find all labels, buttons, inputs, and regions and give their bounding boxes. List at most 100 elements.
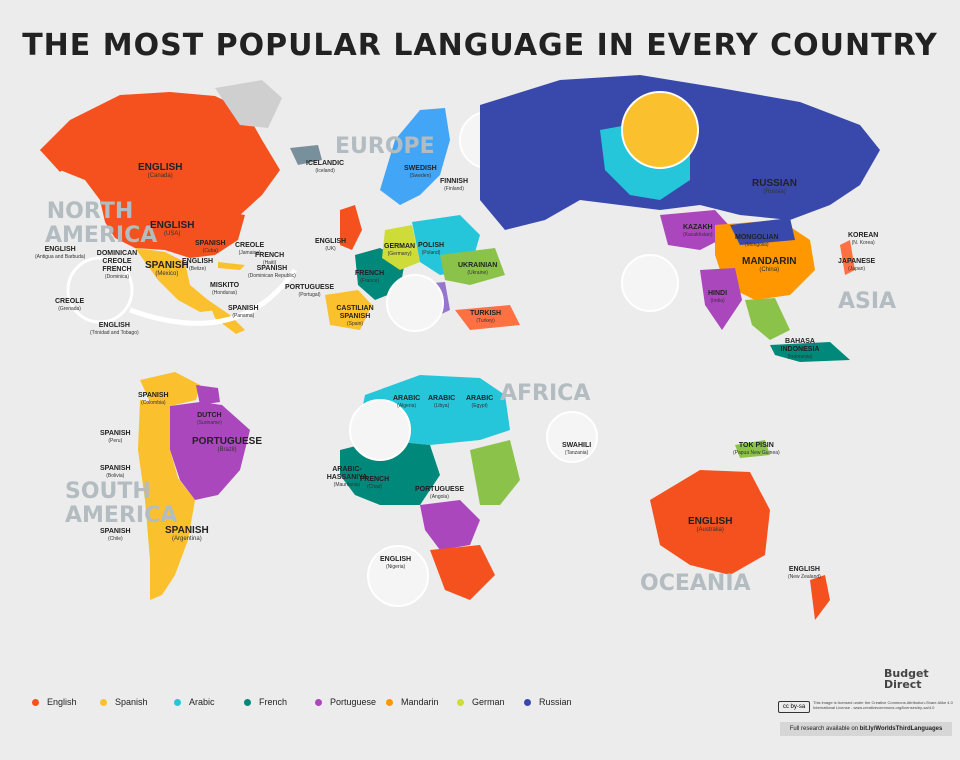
legend-item-mandarin: Mandarin bbox=[386, 697, 439, 707]
japan-shape bbox=[840, 240, 855, 275]
legend-swatch bbox=[244, 699, 251, 707]
colombia-venezuela-shape bbox=[140, 372, 200, 406]
country-label: ARABIC (Libya) bbox=[428, 395, 456, 409]
license-text: This image is licensed under the Creativ… bbox=[813, 700, 953, 710]
country-label: SPANISH (Peru) bbox=[100, 430, 131, 444]
greenland-shape bbox=[215, 80, 282, 128]
new-zealand-shape bbox=[810, 575, 830, 620]
alaska-shape bbox=[40, 135, 75, 172]
country-label: ARABIC (Algeria) bbox=[393, 395, 421, 409]
country-label: FRENCH (Chad) bbox=[360, 476, 390, 490]
legend-item-english: English bbox=[32, 697, 77, 707]
png-shape bbox=[735, 440, 770, 458]
benelux-inset bbox=[386, 274, 444, 332]
legend-swatch bbox=[524, 699, 531, 707]
legend-item-german: German bbox=[457, 697, 505, 707]
legend-item-arabic: Arabic bbox=[174, 697, 215, 707]
country-label: MANDARIN (China) bbox=[742, 256, 797, 273]
country-label: ENGLISH (Canada) bbox=[138, 162, 183, 179]
legend-swatch bbox=[100, 699, 107, 707]
caribbean-inset-ring bbox=[66, 256, 134, 324]
region-label-europe: EUROPE bbox=[335, 134, 435, 159]
country-label: FRENCH (France) bbox=[355, 270, 385, 284]
country-label: FINNISH (Finland) bbox=[440, 178, 468, 192]
caribbean-connector bbox=[129, 268, 298, 326]
region-label-north-america: NORTH AMERICA bbox=[45, 199, 158, 248]
country-label: CREOLE (Grenada) bbox=[55, 298, 85, 312]
brazil-shape bbox=[170, 402, 250, 500]
turkey-shape bbox=[455, 305, 520, 330]
ukraine-shape bbox=[440, 248, 505, 285]
country-label: TURKISH (Turkey) bbox=[470, 310, 502, 324]
country-label: SWAHILI (Tanzania) bbox=[562, 442, 592, 456]
research-link-bar[interactable]: Full research available on bit.ly/Worlds… bbox=[780, 722, 952, 736]
country-label: MONGOLIAN (Mongolia) bbox=[735, 234, 779, 248]
budget-direct-logo: Budget Direct bbox=[884, 667, 929, 691]
nigeria-inset bbox=[367, 545, 429, 607]
country-label: SPANISH (Cuba) bbox=[195, 240, 226, 254]
indonesia-shape bbox=[770, 342, 850, 362]
uk-shape bbox=[340, 205, 362, 250]
australia-shape bbox=[650, 470, 770, 575]
region-label-africa: AFRICA bbox=[500, 381, 591, 406]
guianas-shape bbox=[196, 385, 220, 405]
region-label-oceania: OCEANIA bbox=[640, 571, 751, 596]
country-label: HINDI (India) bbox=[708, 290, 728, 304]
southeast-asia-shape bbox=[745, 298, 790, 340]
country-label: ENGLISH (Antigua and Barbuda) bbox=[35, 246, 86, 260]
country-label: RUSSIAN (Russia) bbox=[752, 178, 798, 195]
country-label: SPANISH (Argentina) bbox=[165, 525, 209, 542]
legend-item-spanish: Spanish bbox=[100, 697, 148, 707]
country-label: SPANISH (Chile) bbox=[100, 528, 131, 542]
country-label: DOMINICAN CREOLE FRENCH (Dominica) bbox=[96, 250, 138, 280]
central-africa-shape bbox=[420, 500, 480, 550]
country-label: KAZAKH (Kazakhstan) bbox=[683, 224, 713, 238]
region-label-asia: ASIA bbox=[838, 289, 897, 314]
country-label: CREOLE (Jamaica) bbox=[235, 242, 265, 256]
legend-swatch bbox=[315, 699, 322, 707]
country-label: CASTILIAN SPANISH (Spain) bbox=[336, 305, 374, 327]
country-label: ARABIC (Egypt) bbox=[466, 395, 494, 409]
iberia-shape bbox=[325, 290, 372, 330]
country-label: PORTUGUESE (Portugal) bbox=[285, 284, 335, 298]
west-south-america-shape bbox=[138, 400, 195, 600]
legend-swatch bbox=[174, 699, 181, 707]
country-label: SPANISH (Bolivia) bbox=[100, 465, 131, 479]
country-label: PORTUGUESE (Angola) bbox=[415, 486, 465, 500]
legend-item-french: French bbox=[244, 697, 287, 707]
country-label: MISKITO (Honduras) bbox=[210, 282, 240, 296]
legend-item-portuguese: Portuguese bbox=[315, 697, 376, 707]
mongolia-shape bbox=[730, 218, 795, 245]
country-label: ICELANDIC (Iceland) bbox=[306, 160, 345, 174]
country-label: SWEDISH (Sweden) bbox=[404, 165, 437, 179]
country-label: UKRAINIAN (Ukraine) bbox=[458, 262, 498, 276]
country-label: BAHASA INDONESIA (Indonesia) bbox=[780, 338, 820, 360]
country-label: POLISH (Poland) bbox=[418, 242, 445, 256]
scandinavia-shape bbox=[380, 108, 450, 205]
country-label: ENGLISH (New Zealand) bbox=[788, 566, 821, 580]
legend-item-russian: Russian bbox=[524, 697, 572, 707]
country-label: DUTCH (Suriname) bbox=[197, 412, 222, 426]
middle-east-inset bbox=[621, 91, 699, 169]
research-link[interactable]: bit.ly/WorldsThirdLanguages bbox=[859, 726, 943, 732]
country-label: GERMAN (Germany) bbox=[384, 243, 416, 257]
country-label: ENGLISH (Nigeria) bbox=[380, 556, 412, 570]
creative-commons-badge: cc by-sa bbox=[778, 701, 810, 713]
country-label: ENGLISH (UK) bbox=[315, 238, 347, 252]
east-africa-inset bbox=[546, 411, 598, 463]
central-europe-shape bbox=[382, 225, 420, 270]
legend-swatch bbox=[457, 699, 464, 707]
country-label: PORTUGUESE (Brazil) bbox=[192, 436, 263, 453]
usa-shape bbox=[100, 200, 245, 258]
country-label: ARABIC-HASSANIYA (Mauritania) bbox=[326, 466, 368, 488]
country-label: FRENCH (Haiti) bbox=[255, 252, 285, 266]
legend-swatch bbox=[386, 699, 393, 707]
research-prefix: Full research available on bbox=[789, 726, 860, 732]
caucasus-inset bbox=[621, 254, 679, 312]
country-label: SPANISH (Mexico) bbox=[145, 260, 189, 277]
iceland-shape bbox=[290, 145, 322, 165]
legend-swatch bbox=[32, 699, 39, 707]
country-label: SPANISH (Colombia) bbox=[138, 392, 169, 406]
southern-africa-shape bbox=[430, 545, 495, 600]
